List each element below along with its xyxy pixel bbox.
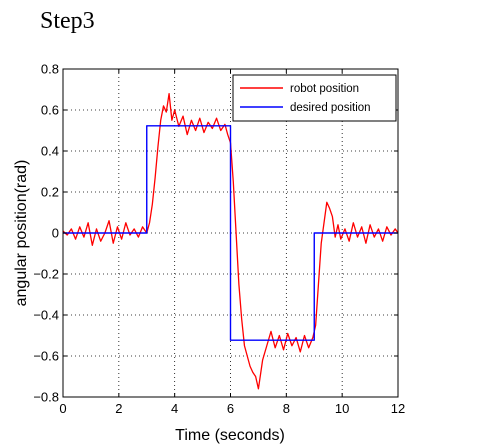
y-tick-label: −0.2 [33,267,59,282]
axis-ticks [62,68,399,398]
y-tick-label: −0.6 [33,349,59,364]
x-tick-label: 4 [171,401,178,416]
series-lines [62,92,399,390]
y-axis-label: angular position(rad) [13,160,30,307]
x-tick-labels: 0 2 4 6 8 10 12 [59,401,405,416]
y-tick-label: 0.4 [41,144,59,159]
y-tick-labels: −0.8 −0.6 −0.4 −0.2 0 0.2 0.4 0.6 0.8 [33,62,59,405]
y-tick-label: −0.4 [33,308,59,323]
legend: robot position desired position [232,74,397,122]
x-tick-label: 12 [391,401,405,416]
page-title: Step3 [40,8,95,34]
legend-label-robot-position: robot position [290,83,359,95]
y-tick-label: 0.6 [41,103,59,118]
desired-position-line [63,125,398,341]
y-tick-label: 0.8 [41,62,59,77]
y-tick-label: 0 [52,226,59,241]
robot-position-line [62,92,399,390]
y-tick-label: −0.8 [33,390,59,405]
x-tick-label: 10 [335,401,349,416]
legend-box [232,74,397,122]
legend-label-desired-position: desired position [290,102,371,114]
x-axis-label: Time (seconds) [175,427,285,444]
y-tick-label: 0.2 [41,185,59,200]
x-tick-label: 0 [59,401,66,416]
x-tick-label: 8 [283,401,290,416]
x-tick-label: 2 [115,401,122,416]
x-tick-label: 6 [227,401,234,416]
